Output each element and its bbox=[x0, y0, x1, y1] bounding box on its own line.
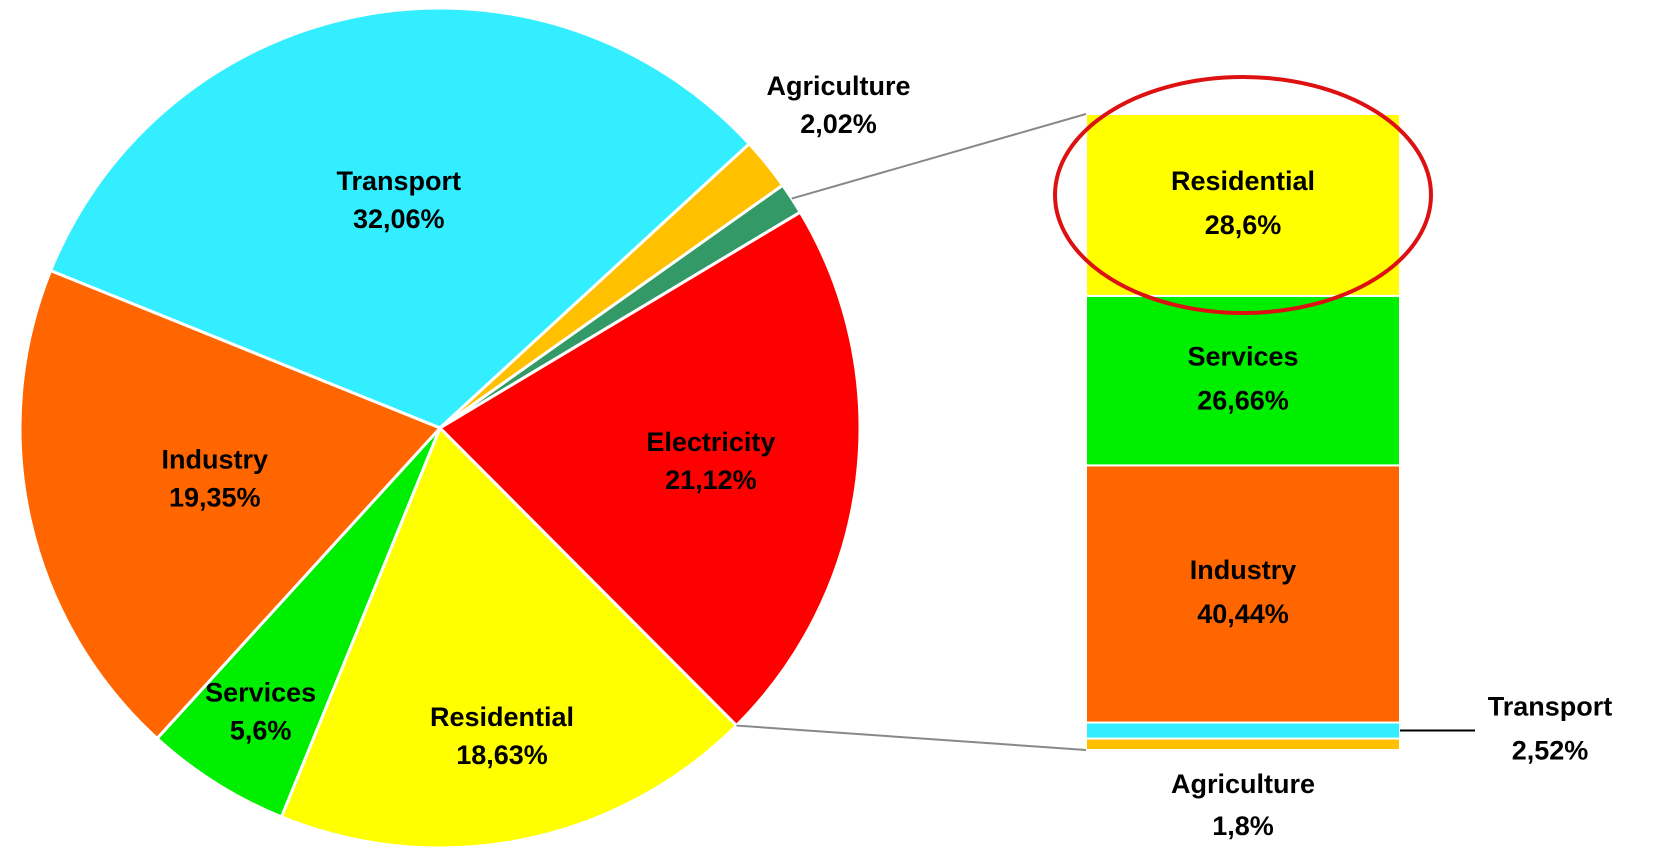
pie-slice bbox=[437, 210, 862, 728]
segment-label: Industry bbox=[1190, 555, 1297, 585]
bar-segment bbox=[1085, 737, 1401, 751]
slice-label: Transport bbox=[336, 166, 461, 196]
connector-line bbox=[791, 113, 1087, 200]
connector-line bbox=[736, 724, 1087, 751]
slice-label: Services bbox=[205, 677, 316, 707]
slice-value-label: 18,63% bbox=[456, 740, 548, 770]
slice-label: Residential bbox=[430, 702, 574, 732]
bar-segment bbox=[1085, 721, 1401, 740]
segment-label: Residential bbox=[1171, 166, 1315, 196]
slice-value-label: 21,12% bbox=[665, 465, 757, 495]
slice-label: Industry bbox=[162, 444, 269, 474]
segment-value-label: 40,44% bbox=[1197, 599, 1289, 629]
segment-value-label: 26,66% bbox=[1197, 386, 1289, 416]
pie-slice bbox=[48, 6, 752, 430]
slice-value-label: 5,6% bbox=[230, 715, 292, 745]
segment-label: Transport bbox=[1488, 692, 1613, 722]
pie-slice bbox=[279, 425, 739, 850]
highlight-ellipse bbox=[1053, 75, 1433, 315]
slice-label: Electricity bbox=[646, 427, 775, 457]
bar-segment bbox=[1085, 464, 1401, 724]
segment-value-label: 28,6% bbox=[1205, 210, 1282, 240]
segment-value-label: 2,52% bbox=[1512, 736, 1589, 766]
pie: Transport 32,06% Agriculture 2,02% Electrici… bbox=[18, 6, 911, 850]
slice-value-label: 19,35% bbox=[169, 482, 261, 512]
segment-value-label: 1,8% bbox=[1212, 811, 1274, 841]
pie-slice bbox=[154, 426, 442, 819]
slice-value-label: 32,06% bbox=[353, 204, 445, 234]
slice-value-label: 2,02% bbox=[800, 109, 877, 139]
segment-label: Services bbox=[1187, 342, 1298, 372]
slice-label: Agriculture bbox=[766, 71, 910, 101]
bar-segment bbox=[1085, 113, 1401, 297]
segment-label: Agriculture bbox=[1171, 769, 1315, 799]
stacked-bar: Agriculture 1,8% Transport 2,52% Industry 40,… bbox=[1085, 113, 1613, 841]
bar-segment bbox=[1085, 294, 1401, 467]
pie-slice bbox=[18, 268, 443, 741]
